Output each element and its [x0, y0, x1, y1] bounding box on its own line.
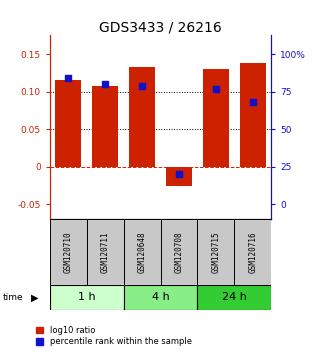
Text: 24 h: 24 h [222, 292, 247, 302]
Bar [234, 219, 271, 285]
Text: 4 h: 4 h [152, 292, 169, 302]
Point [102, 81, 108, 87]
Text: GSM120710: GSM120710 [64, 232, 73, 273]
Title: GDS3433 / 26216: GDS3433 / 26216 [99, 20, 222, 34]
Bar [203, 69, 229, 167]
Bar [240, 63, 266, 167]
Bar [87, 219, 124, 285]
Bar [124, 219, 160, 285]
Point [66, 75, 71, 81]
Text: GSM120716: GSM120716 [248, 232, 257, 273]
Text: time: time [3, 293, 24, 302]
Text: GSM120711: GSM120711 [100, 232, 110, 273]
Bar [50, 219, 87, 285]
Text: ▶: ▶ [30, 292, 38, 302]
Bar [160, 219, 197, 285]
Legend: log10 ratio, percentile rank within the sample: log10 ratio, percentile rank within the … [36, 326, 192, 346]
Bar [92, 86, 118, 167]
Text: GSM120648: GSM120648 [137, 232, 147, 273]
Bar [129, 67, 155, 167]
Text: GSM120715: GSM120715 [211, 232, 221, 273]
Point [213, 86, 218, 92]
Point [177, 172, 182, 177]
Bar [166, 167, 192, 185]
Text: GSM120708: GSM120708 [174, 232, 184, 273]
Point [250, 99, 256, 105]
Bar [197, 219, 234, 285]
Text: 1 h: 1 h [78, 292, 95, 302]
Bar [124, 285, 197, 310]
Bar [197, 285, 271, 310]
Bar [55, 80, 81, 167]
Point [140, 83, 145, 88]
Bar [50, 285, 124, 310]
